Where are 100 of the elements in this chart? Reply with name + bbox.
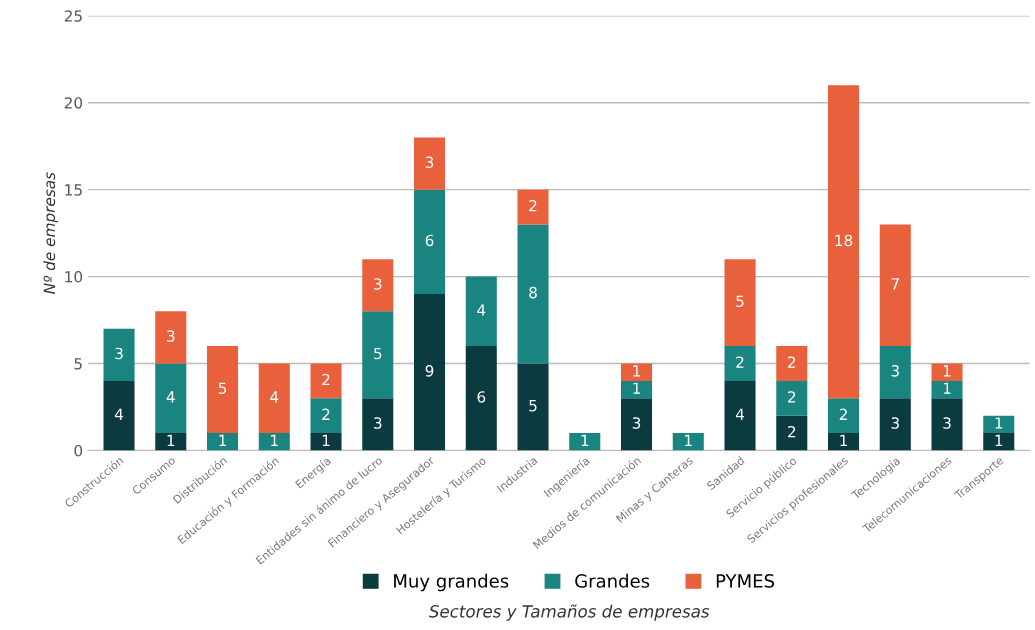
bar <box>621 398 653 451</box>
legend-label: Grandes <box>575 573 650 588</box>
bar <box>724 346 756 381</box>
y-tick-label: 25 <box>64 10 82 22</box>
bar <box>310 363 342 399</box>
bar <box>879 224 911 347</box>
data-label: 1 <box>995 417 1003 429</box>
data-label: 1 <box>633 382 640 394</box>
data-label: 3 <box>425 156 434 168</box>
bar <box>931 363 963 381</box>
data-label: 3 <box>632 417 641 429</box>
bar <box>724 380 756 451</box>
bar <box>207 346 239 434</box>
data-label: 1 <box>943 365 951 377</box>
data-label: 4 <box>735 408 745 420</box>
bar <box>362 259 394 312</box>
bar <box>931 380 963 399</box>
bar <box>414 293 446 451</box>
bar <box>776 415 808 451</box>
bar <box>155 433 187 451</box>
data-label: 3 <box>374 417 382 429</box>
bar <box>931 398 963 451</box>
bar <box>983 433 1015 451</box>
data-label: 3 <box>167 330 175 342</box>
bar <box>258 363 290 434</box>
bar <box>414 189 446 294</box>
bar <box>776 346 808 381</box>
bar <box>879 398 911 451</box>
bar <box>828 85 860 399</box>
data-label: 8 <box>529 286 537 299</box>
y-tick-label: 15 <box>65 184 82 196</box>
y-axis-title: Nº de empresas <box>43 172 59 294</box>
data-label: 18 <box>835 234 853 247</box>
bar <box>828 398 860 434</box>
bar <box>207 433 239 451</box>
bar <box>414 137 446 190</box>
legend-label: Muy grandes <box>394 573 509 592</box>
data-label: 9 <box>425 365 434 377</box>
bar <box>621 363 653 381</box>
bar <box>517 224 549 364</box>
bar <box>155 363 187 434</box>
data-label: 4 <box>477 304 486 316</box>
data-label: 1 <box>322 434 330 446</box>
data-label: 1 <box>271 434 278 446</box>
data-label: 2 <box>529 199 537 212</box>
data-label: 1 <box>219 434 226 446</box>
data-label: 2 <box>322 408 330 420</box>
data-label: 1 <box>840 434 847 446</box>
bar <box>828 433 860 451</box>
y-tick-label: 20 <box>64 97 83 109</box>
data-label: 2 <box>736 356 744 368</box>
data-label: 2 <box>839 408 847 420</box>
bar <box>879 346 911 399</box>
data-label: 3 <box>891 417 899 429</box>
bar <box>103 328 135 381</box>
data-label: 6 <box>477 391 486 403</box>
y-tick-label: 10 <box>65 271 83 283</box>
bar <box>621 380 653 399</box>
data-label: 1 <box>685 434 692 446</box>
data-label: 1 <box>581 434 589 446</box>
bar <box>465 276 497 347</box>
data-label: 5 <box>374 347 382 360</box>
bar <box>569 433 601 451</box>
data-label: 3 <box>891 365 899 377</box>
bar <box>362 311 394 399</box>
bar <box>724 259 756 347</box>
x-axis-title: Sectores y Tamaños de empresas <box>429 604 710 621</box>
bar <box>310 433 342 451</box>
data-label: 3 <box>115 347 123 360</box>
legend-label: PYMES <box>716 574 775 588</box>
data-label: 1 <box>167 434 175 446</box>
data-label: 1 <box>943 382 951 394</box>
data-label: 5 <box>218 382 227 395</box>
bar <box>258 433 290 451</box>
data-label: 3 <box>943 417 951 429</box>
bar <box>362 398 394 451</box>
bar <box>672 433 704 451</box>
bar <box>103 380 135 451</box>
bar <box>517 363 549 451</box>
bar <box>983 415 1015 434</box>
data-label: 3 <box>374 278 382 290</box>
data-label: 2 <box>322 373 330 386</box>
y-tick-label: 5 <box>74 358 82 370</box>
bar <box>776 380 808 416</box>
data-label: 5 <box>736 295 744 308</box>
bar <box>155 311 187 364</box>
y-tick-label: 0 <box>74 444 83 457</box>
data-label: 4 <box>166 391 175 403</box>
data-label: 4 <box>270 391 279 403</box>
data-label: 2 <box>788 425 796 438</box>
data-label: 1 <box>995 434 1003 446</box>
data-label: 5 <box>529 400 537 412</box>
bar <box>310 398 342 434</box>
data-label: 1 <box>633 365 640 377</box>
bar <box>465 346 497 451</box>
data-label: 7 <box>891 278 899 290</box>
data-label: 2 <box>788 356 796 368</box>
data-label: 2 <box>788 391 796 403</box>
data-label: 4 <box>114 408 124 420</box>
bar <box>517 189 549 225</box>
